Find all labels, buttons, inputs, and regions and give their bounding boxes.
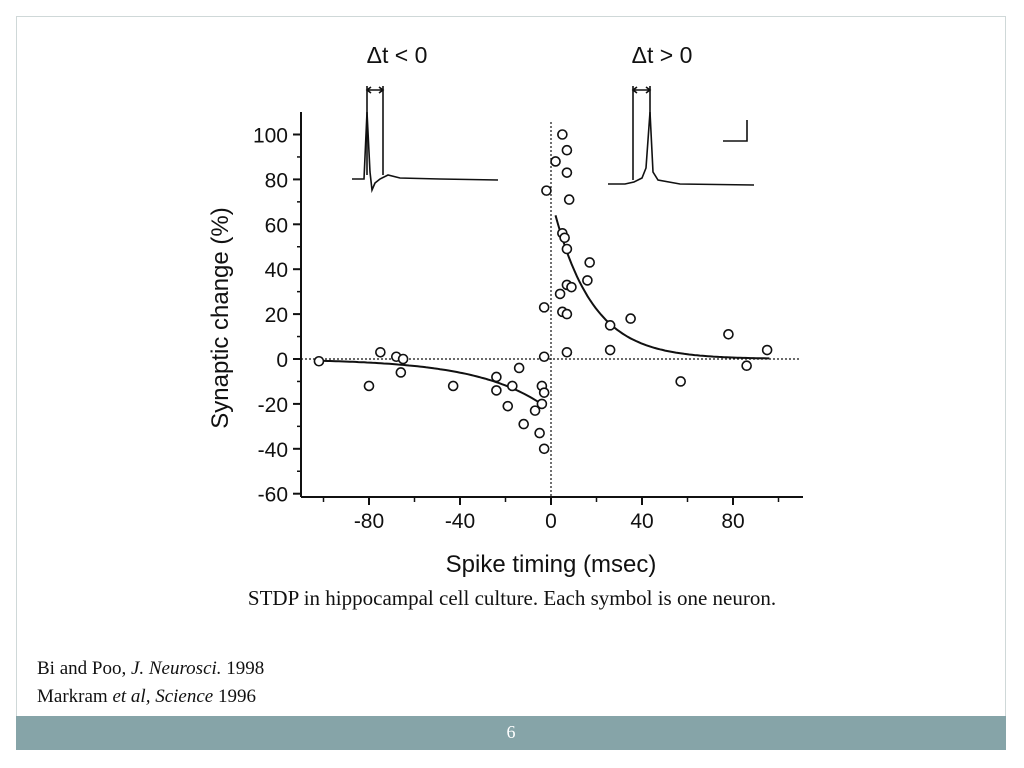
inset-label-negative: Δt < 0 — [367, 42, 428, 68]
data-point — [675, 376, 686, 387]
x-tick-label: -40 — [445, 510, 475, 533]
fit-curve-negative — [318, 359, 545, 407]
reference-markram: Markram et al, Science 1996 — [37, 686, 256, 708]
data-point — [561, 243, 573, 255]
data-point — [447, 380, 459, 392]
ref1-journal: J. Neurosci. — [130, 658, 222, 679]
data-point — [563, 194, 575, 205]
y-axis-title: Synaptic change (%) — [207, 207, 234, 428]
data-point — [561, 346, 573, 358]
data-point — [513, 362, 525, 374]
data-point — [557, 129, 568, 140]
y-tick-label: -20 — [258, 394, 288, 417]
data-point — [541, 185, 552, 196]
fit-curve-positive — [554, 215, 770, 360]
ref1-authors: Bi and Poo, — [37, 658, 131, 679]
ref2-authors: Markram — [37, 686, 113, 707]
data-point — [625, 313, 636, 324]
data-point — [502, 400, 514, 412]
data-point — [397, 353, 409, 365]
y-tick-label: 100 — [253, 125, 288, 148]
ref2-journal: et al, Science — [112, 686, 214, 707]
data-point — [561, 308, 573, 320]
data-point — [604, 344, 616, 356]
data-point — [375, 346, 386, 358]
data-point — [561, 167, 573, 178]
data-point — [313, 355, 325, 367]
data-point — [582, 275, 593, 286]
y-tick-label: -60 — [258, 484, 288, 507]
data-point — [550, 156, 561, 167]
ref2-year: 1996 — [213, 686, 256, 707]
inset-trace-positive — [608, 86, 755, 186]
data-point — [491, 385, 502, 396]
x-axis-title: Spike timing (msec) — [446, 551, 657, 578]
inset-label-positive: Δt > 0 — [632, 42, 693, 68]
y-tick-label: -40 — [258, 439, 288, 462]
data-point — [538, 387, 550, 398]
data-point — [538, 302, 550, 313]
scale-bar — [723, 120, 748, 142]
data-point — [741, 360, 752, 372]
x-tick-label: 0 — [545, 510, 557, 533]
data-point — [566, 281, 577, 293]
data-point — [518, 418, 530, 430]
data-point — [538, 443, 550, 455]
data-point — [534, 427, 545, 439]
data-point — [559, 232, 570, 244]
data-point — [491, 371, 502, 383]
page-number: 6 — [506, 722, 516, 742]
y-tick-label: 60 — [265, 214, 288, 237]
inset-trace-negative — [352, 86, 499, 194]
x-tick-label: -80 — [354, 510, 384, 533]
data-point — [723, 329, 734, 340]
data-point — [395, 367, 407, 378]
data-point — [363, 380, 375, 392]
data-point — [561, 144, 573, 156]
x-tick-label: 40 — [630, 510, 653, 533]
reference-bi-poo: Bi and Poo, J. Neurosci. 1998 — [37, 658, 264, 680]
figure-caption: STDP in hippocampal cell culture. Each s… — [247, 586, 777, 610]
data-point — [538, 351, 550, 363]
x-tick-label: 80 — [721, 510, 744, 533]
data-point — [529, 405, 541, 416]
data-point — [554, 288, 566, 300]
data-point — [604, 320, 616, 331]
data-point — [507, 380, 518, 392]
y-tick-label: 40 — [265, 259, 288, 282]
ref1-year: 1998 — [221, 658, 265, 679]
data-point — [761, 344, 773, 356]
y-tick-label: 20 — [265, 304, 288, 327]
footer-bar: 6 — [16, 716, 1006, 750]
y-tick-label: 80 — [265, 169, 288, 192]
data-point — [536, 398, 548, 410]
data-point — [584, 257, 595, 268]
y-tick-label: 0 — [276, 349, 288, 372]
